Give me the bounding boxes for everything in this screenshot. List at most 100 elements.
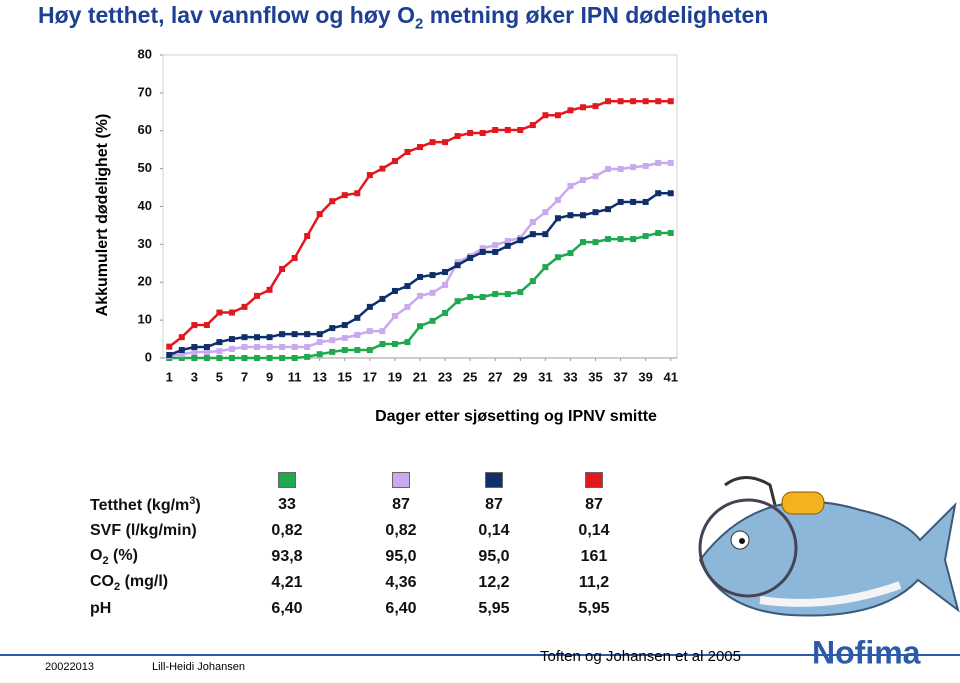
point bbox=[178, 355, 185, 361]
x-tick-label: 11 bbox=[288, 369, 302, 384]
point bbox=[442, 309, 449, 316]
point bbox=[592, 103, 599, 110]
point bbox=[379, 328, 386, 335]
plot-frame bbox=[162, 54, 678, 359]
point bbox=[429, 272, 436, 279]
point bbox=[529, 278, 536, 285]
point bbox=[241, 334, 248, 341]
point bbox=[191, 355, 198, 361]
point bbox=[391, 340, 398, 347]
footer-author: Lill-Heidi Johansen bbox=[152, 661, 245, 673]
point bbox=[567, 183, 574, 190]
point bbox=[417, 292, 423, 299]
point bbox=[579, 104, 586, 111]
point bbox=[391, 287, 398, 294]
y-tick-label: 50 bbox=[138, 160, 152, 175]
point bbox=[341, 347, 348, 354]
citation: Toften og Johansen et al 2005 bbox=[540, 648, 741, 665]
point bbox=[630, 164, 637, 171]
point bbox=[567, 107, 574, 114]
point bbox=[366, 347, 373, 354]
point bbox=[417, 144, 423, 151]
point bbox=[467, 294, 474, 301]
point bbox=[567, 250, 574, 257]
point bbox=[291, 355, 298, 361]
point bbox=[479, 130, 486, 137]
x-tick-label: 31 bbox=[538, 369, 552, 384]
x-tick-label: 5 bbox=[216, 369, 223, 384]
point bbox=[630, 236, 637, 243]
point bbox=[479, 294, 486, 301]
point bbox=[479, 245, 486, 252]
point bbox=[279, 331, 286, 338]
title-subscript: 2 bbox=[414, 15, 424, 33]
point bbox=[254, 344, 261, 351]
x-tick-label: 19 bbox=[388, 369, 402, 384]
x-tick-label: 39 bbox=[638, 369, 652, 384]
x-tick-label: 7 bbox=[241, 369, 248, 384]
point bbox=[542, 112, 549, 119]
point bbox=[642, 233, 649, 240]
point bbox=[479, 248, 486, 255]
x-tick-label: 13 bbox=[312, 369, 326, 384]
point bbox=[203, 348, 210, 355]
point bbox=[203, 344, 210, 351]
point bbox=[542, 209, 549, 216]
point bbox=[605, 98, 612, 105]
series bbox=[166, 159, 674, 360]
point bbox=[354, 331, 361, 338]
point bbox=[178, 334, 185, 341]
point bbox=[304, 344, 311, 351]
point bbox=[316, 211, 323, 218]
point bbox=[404, 148, 411, 155]
point bbox=[504, 242, 511, 249]
point bbox=[228, 336, 235, 343]
point bbox=[442, 281, 449, 288]
point bbox=[366, 328, 373, 335]
point bbox=[542, 231, 549, 238]
point bbox=[354, 347, 361, 354]
point bbox=[454, 298, 461, 305]
point bbox=[517, 126, 524, 133]
point bbox=[279, 265, 286, 272]
point bbox=[266, 286, 273, 293]
point bbox=[579, 212, 586, 219]
point bbox=[429, 289, 436, 296]
point bbox=[592, 209, 599, 216]
point bbox=[667, 190, 674, 197]
point bbox=[304, 233, 311, 240]
point bbox=[291, 255, 298, 262]
point bbox=[442, 139, 449, 146]
x-tick-label: 21 bbox=[413, 369, 427, 384]
point bbox=[404, 339, 411, 346]
point bbox=[579, 239, 586, 246]
point bbox=[655, 190, 662, 197]
point bbox=[266, 344, 273, 351]
point bbox=[166, 343, 173, 350]
point bbox=[329, 337, 336, 344]
point bbox=[329, 198, 336, 205]
point bbox=[642, 162, 649, 169]
point bbox=[630, 98, 637, 105]
series bbox=[166, 230, 674, 361]
point bbox=[554, 254, 561, 261]
point bbox=[517, 289, 524, 296]
point bbox=[417, 273, 423, 280]
point bbox=[178, 347, 185, 354]
point bbox=[241, 344, 248, 351]
point bbox=[228, 309, 235, 316]
point bbox=[542, 264, 549, 271]
point bbox=[554, 112, 561, 119]
y-tick-label: 40 bbox=[138, 198, 152, 213]
point bbox=[354, 314, 361, 321]
point bbox=[241, 355, 248, 361]
x-tick-label: 3 bbox=[191, 369, 198, 384]
point bbox=[655, 98, 662, 105]
point bbox=[454, 259, 461, 266]
point bbox=[605, 166, 612, 173]
point bbox=[379, 165, 386, 172]
point bbox=[642, 198, 649, 205]
point bbox=[454, 262, 461, 269]
point bbox=[366, 172, 373, 179]
